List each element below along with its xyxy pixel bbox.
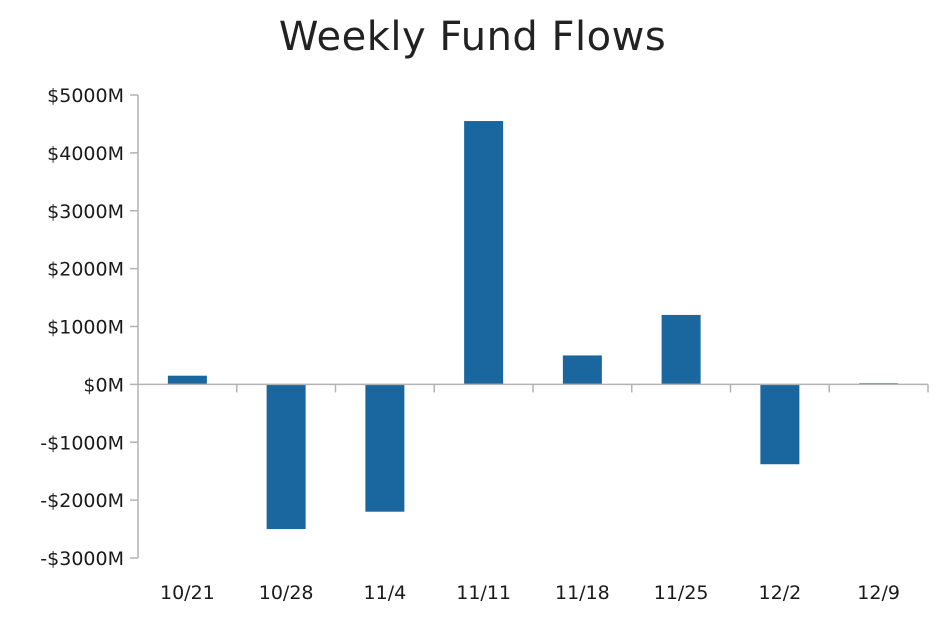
bar-11-25 [661,314,701,385]
y-tick-label: -$2000M [40,490,124,512]
x-tick-label: 10/21 [160,582,215,604]
y-tick-label: -$1000M [40,432,124,454]
y-tick-label: $0M [83,374,124,396]
y-tick-label: $1000M [47,317,124,339]
y-tick-label: $4000M [47,143,124,165]
x-tick-label: 11/4 [364,582,407,604]
x-tick-label: 11/11 [456,582,511,604]
bar-11-11 [464,121,504,385]
bar-11-4 [365,384,405,512]
bar-12-2 [760,384,800,465]
bar-11-18 [562,355,602,385]
y-tick-label: $2000M [47,259,124,281]
y-tick-label: $5000M [47,85,124,107]
bar-10-28 [266,384,306,530]
x-tick-label: 10/28 [259,582,314,604]
x-tick-label: 11/18 [555,582,610,604]
y-tick-label: $3000M [47,201,124,223]
chart-title: Weekly Fund Flows [278,14,667,60]
x-tick-label: 12/2 [759,582,802,604]
x-tick-label: 11/25 [654,582,709,604]
bar-10-21 [167,375,207,385]
x-tick-label: 12/9 [857,582,900,604]
y-tick-label: -$3000M [40,548,124,570]
